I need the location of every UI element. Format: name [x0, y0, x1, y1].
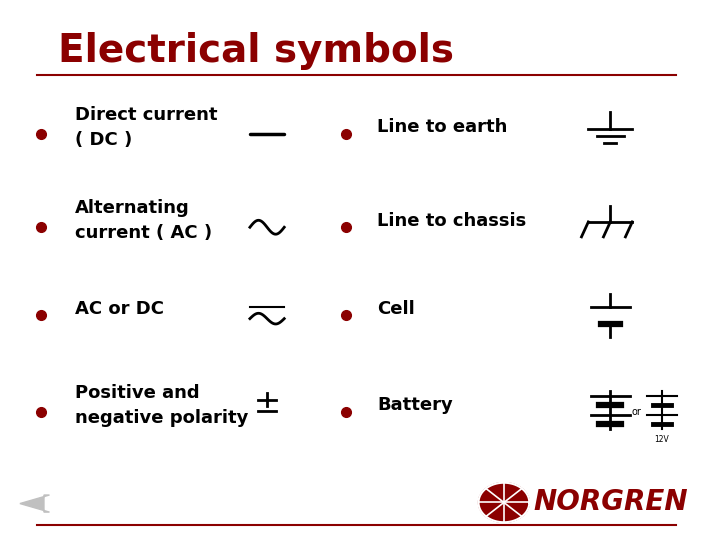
Text: or: or	[631, 407, 642, 417]
Text: 12V: 12V	[654, 435, 669, 444]
Text: Battery: Battery	[377, 396, 453, 414]
Text: NORGREN: NORGREN	[534, 489, 688, 516]
Text: Direct current
( DC ): Direct current ( DC )	[75, 106, 217, 149]
Text: Electrical symbols: Electrical symbols	[58, 32, 454, 70]
Circle shape	[479, 483, 529, 522]
Text: Line to chassis: Line to chassis	[377, 212, 526, 230]
Text: Cell: Cell	[377, 300, 415, 318]
Text: Line to earth: Line to earth	[377, 118, 508, 136]
Text: Alternating
current ( AC ): Alternating current ( AC )	[75, 199, 212, 242]
Text: AC or DC: AC or DC	[75, 300, 164, 318]
Polygon shape	[20, 495, 50, 512]
Text: Positive and
negative polarity: Positive and negative polarity	[75, 384, 248, 427]
